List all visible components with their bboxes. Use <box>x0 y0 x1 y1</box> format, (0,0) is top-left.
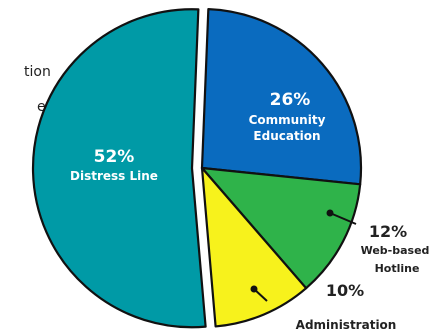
leader-line-web <box>329 212 357 225</box>
leader-dot-web <box>326 209 334 217</box>
slice-value-label: 52% <box>94 147 135 167</box>
clipped-text-fragment: e <box>37 99 46 115</box>
pie-slice-distress-line <box>31 8 207 329</box>
slice-category-label: Education <box>253 129 320 143</box>
pie-slice-community-education <box>200 8 363 186</box>
slice-category-label: Web-based <box>361 244 430 257</box>
leader-dot-admin <box>250 285 258 293</box>
slice-category-label: Distress Line <box>70 169 158 183</box>
slice-value-label: 26% <box>270 90 311 110</box>
pie-slices <box>31 8 363 329</box>
slice-category-label: Administration <box>296 318 397 332</box>
clipped-text-fragment: tion <box>24 64 51 80</box>
slice-value-label: 10% <box>326 281 364 300</box>
slice-value-label: 12% <box>369 222 407 241</box>
slice-category-label: Hotline <box>375 262 420 275</box>
slice-category-label: Community <box>249 113 326 127</box>
pie-slice-web-based-hotline <box>200 166 362 290</box>
pie-slice-administration <box>200 166 308 328</box>
